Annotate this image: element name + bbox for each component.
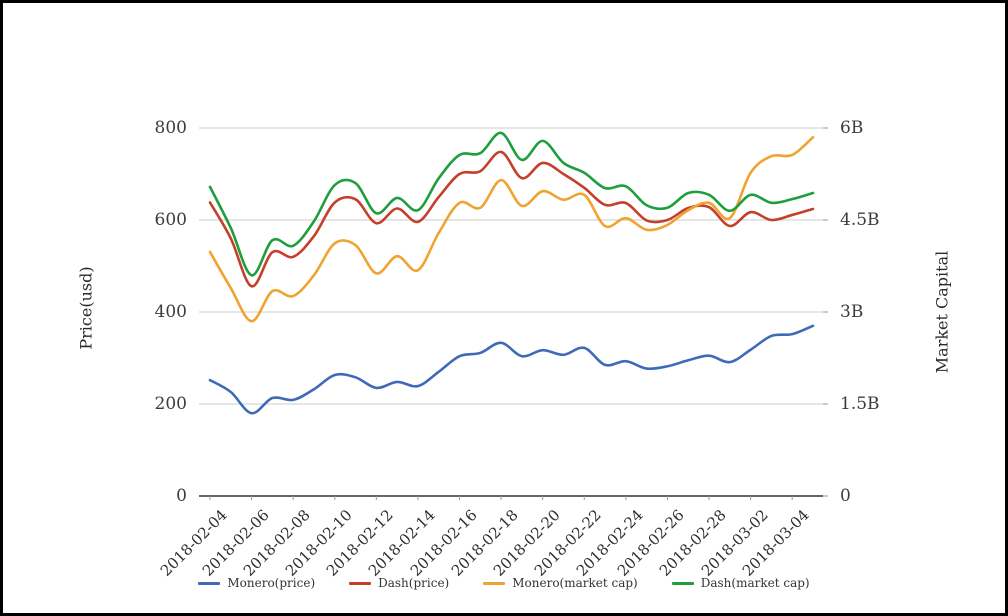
legend-item-monero-market-cap[interactable]: Monero(market cap) bbox=[483, 576, 638, 590]
right-y-tick-label: 1.5B bbox=[840, 394, 880, 414]
left-y-tick-label: 800 bbox=[154, 118, 187, 138]
legend-label: Dash(market cap) bbox=[700, 576, 810, 590]
legend-item-dash-price[interactable]: Dash(price) bbox=[349, 576, 449, 590]
plot-area bbox=[199, 127, 828, 500]
left-y-tick-label: 200 bbox=[154, 394, 187, 414]
left-y-tick-label: 600 bbox=[154, 210, 187, 230]
dash-price-swatch-icon bbox=[349, 581, 372, 585]
left-y-tick-label: 0 bbox=[176, 486, 187, 506]
right-y-tick-label: 4.5B bbox=[840, 210, 880, 230]
legend-label: Monero(market cap) bbox=[512, 576, 638, 590]
legend-label: Dash(price) bbox=[378, 576, 450, 590]
series-line-monero-price- bbox=[208, 324, 815, 415]
monero-market-cap-swatch-icon bbox=[483, 581, 506, 585]
right-axis-title: Market Capital bbox=[932, 250, 952, 374]
legend: Monero(price) Dash(price) Monero(market … bbox=[3, 576, 1005, 590]
legend-item-dash-market-cap[interactable]: Dash(market cap) bbox=[671, 576, 810, 590]
right-y-tick-label: 6B bbox=[840, 118, 864, 138]
right-y-tick-label: 0 bbox=[840, 486, 851, 506]
series-line-monero-market-cap- bbox=[208, 135, 815, 323]
monero-price-swatch-icon bbox=[198, 581, 221, 585]
right-y-tick-label: 3B bbox=[840, 302, 864, 322]
dash-market-cap-swatch-icon bbox=[671, 581, 694, 585]
legend-item-monero-price[interactable]: Monero(price) bbox=[198, 576, 315, 590]
legend-label: Monero(price) bbox=[227, 576, 316, 590]
left-y-tick-label: 400 bbox=[154, 302, 187, 322]
series-line-dash-price- bbox=[208, 150, 815, 288]
left-axis-title: Price(usd) bbox=[76, 266, 96, 350]
series-line-dash-market-cap- bbox=[208, 131, 815, 277]
